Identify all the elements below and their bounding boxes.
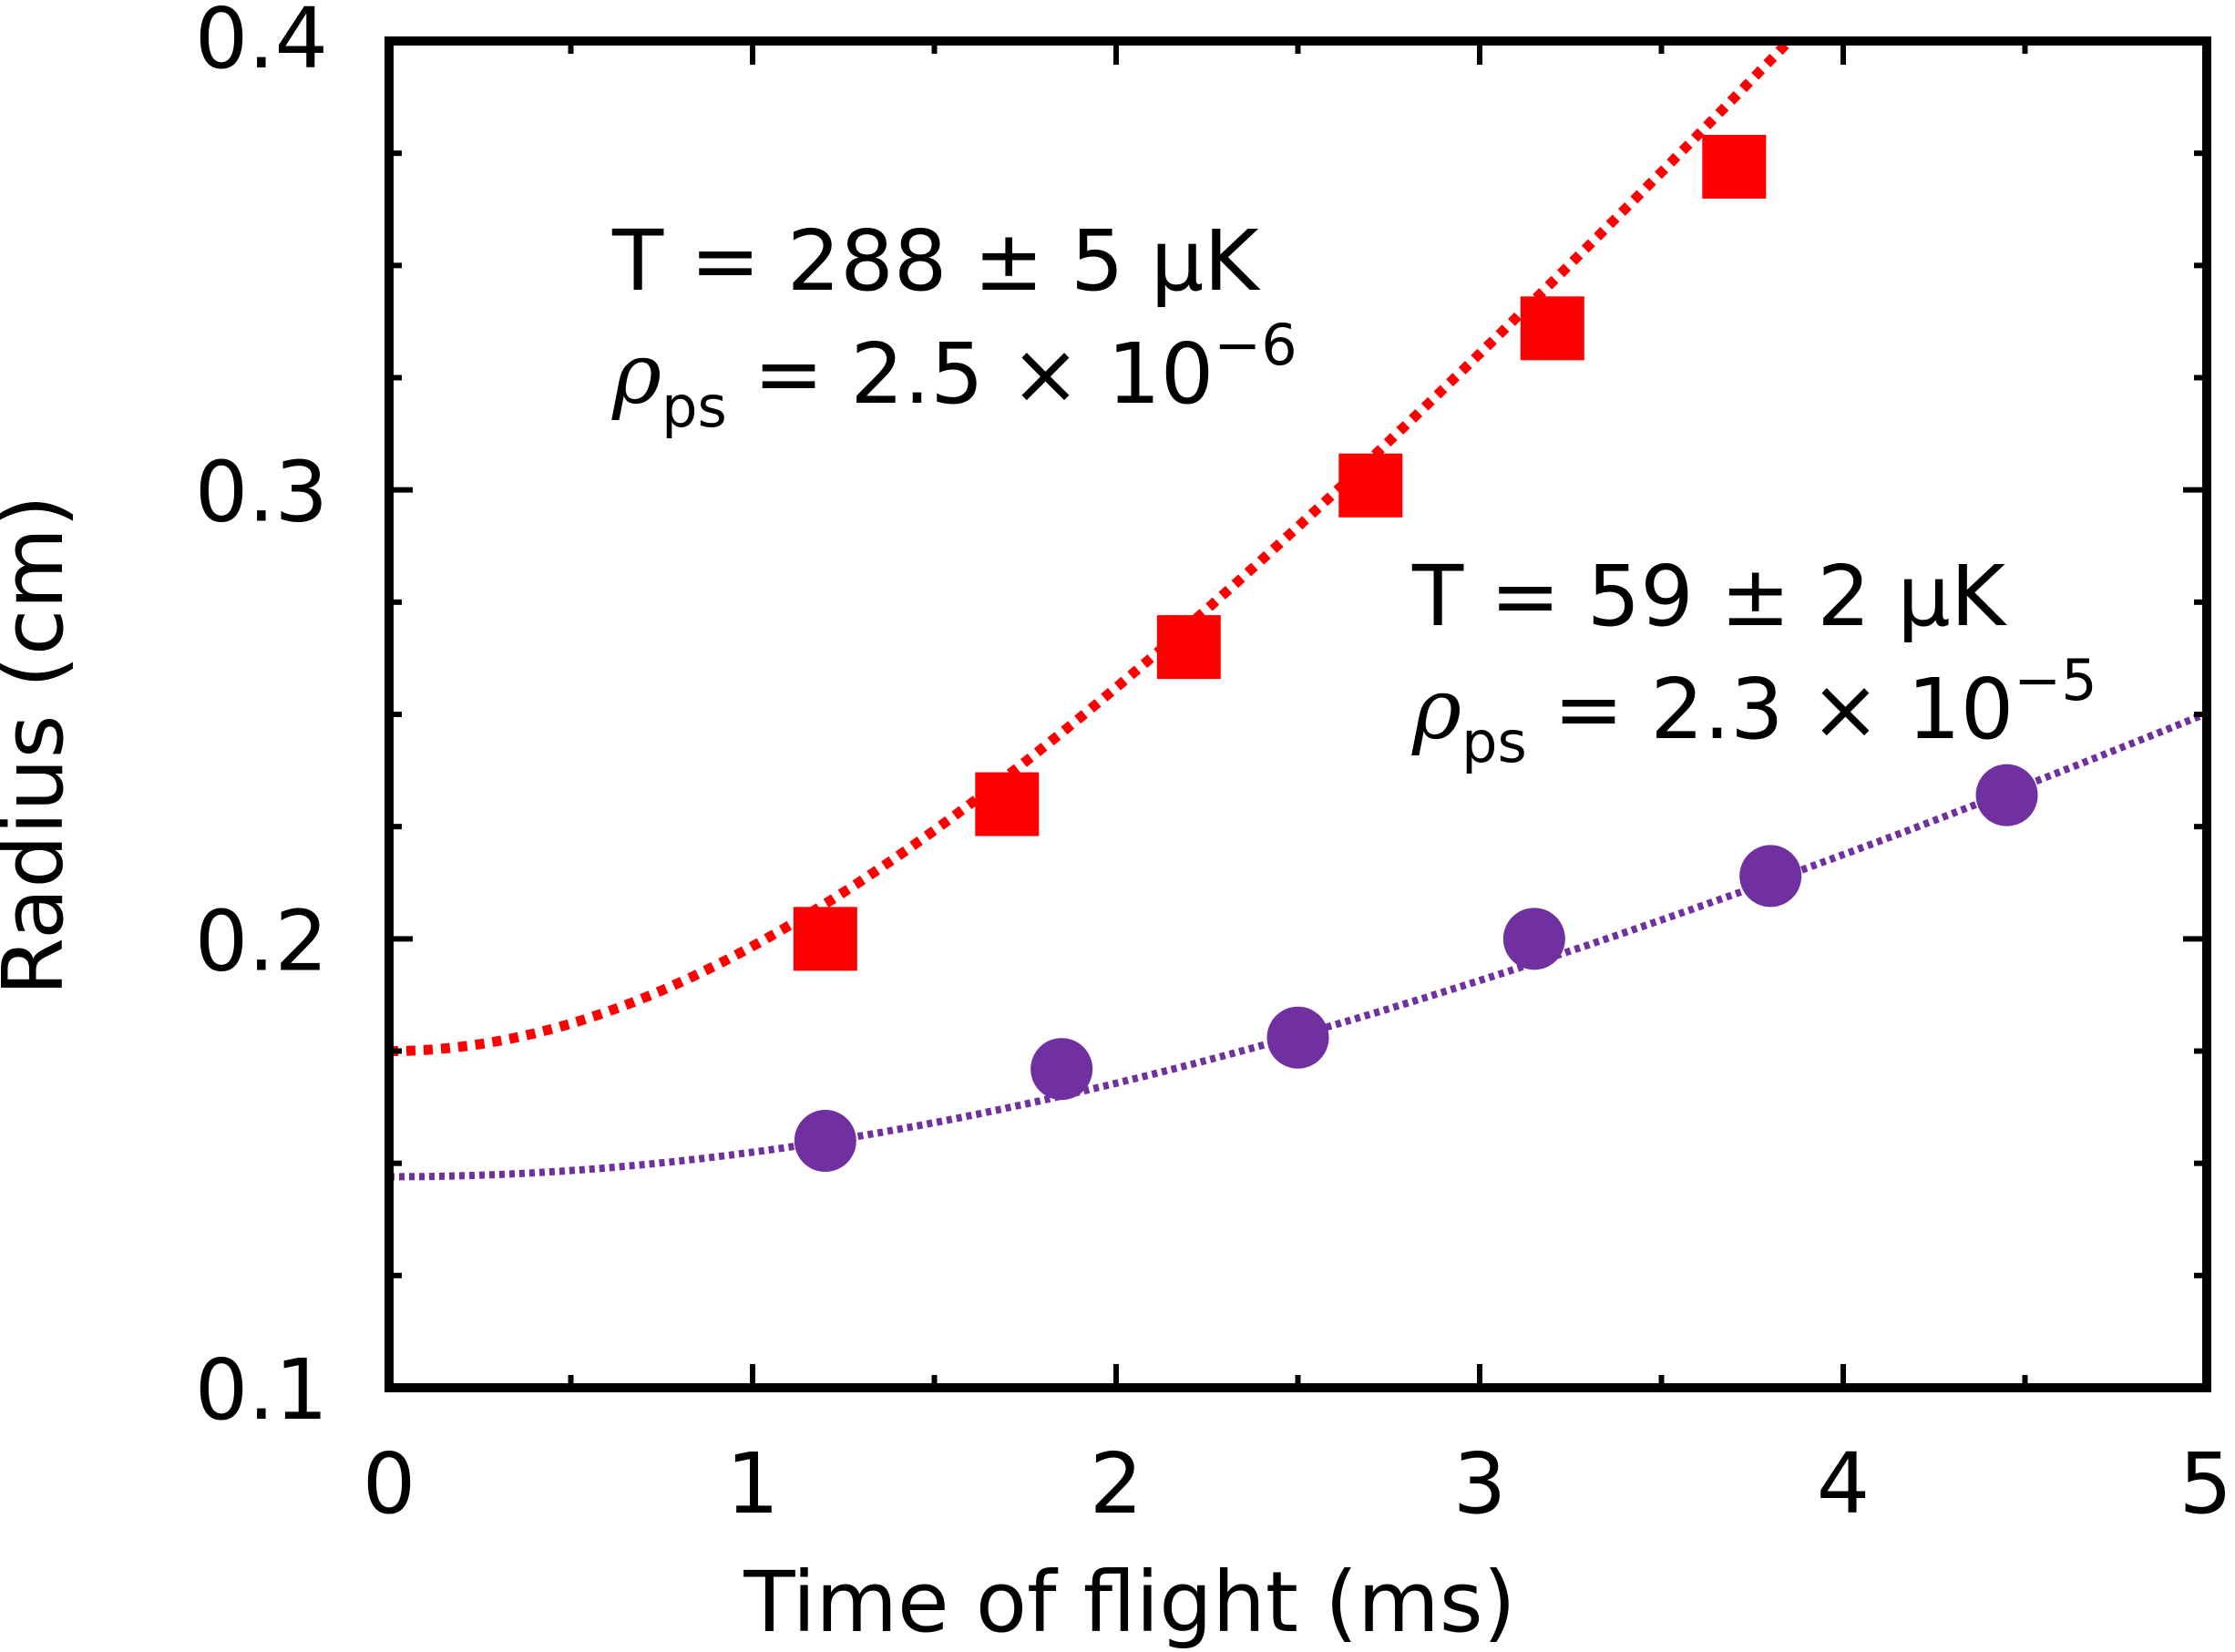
annotation-density-2-symbol: ρ (1411, 661, 1461, 758)
x-tick-label: 4 (1817, 1435, 1871, 1533)
annotation-density-1-subscript: ps (661, 374, 727, 440)
data-point-series-2 (1030, 1038, 1093, 1101)
y-axis-title: Radius (cm) (0, 495, 82, 996)
x-tick-label: 3 (1453, 1435, 1507, 1533)
data-point-series-2 (1502, 908, 1565, 970)
x-tick-label: 0 (363, 1435, 416, 1533)
data-point-series-2 (1266, 1006, 1329, 1069)
y-tick-label: 0.2 (195, 892, 328, 990)
annotation-density-1: ρps = 2.5 × 10−6 (611, 312, 1297, 440)
x-tick-label: 2 (1090, 1435, 1143, 1533)
annotation-density-2-value: = 2.3 × 10 (1527, 661, 2015, 758)
data-markers (793, 134, 2038, 1173)
data-point-series-2 (794, 1110, 856, 1173)
annotation-density-1-exponent: −6 (1214, 312, 1297, 378)
data-point-series-1 (975, 772, 1040, 836)
annotation-density-1-value: = 2.5 × 10 (727, 325, 1215, 423)
y-tick-label: 0.1 (195, 1341, 328, 1439)
fit-curve-1 (389, 41, 1797, 1056)
annotation-density-1-symbol: ρ (611, 325, 661, 423)
data-point-series-1 (1520, 296, 1584, 361)
data-point-series-2 (1739, 845, 1802, 908)
data-point-series-1 (1338, 453, 1403, 518)
annotation-density-2-exponent: −5 (2014, 647, 2097, 713)
data-point-series-1 (1156, 615, 1221, 680)
annotation-density-2-subscript: ps (1461, 709, 1527, 775)
y-tick-label: 0.3 (195, 444, 328, 541)
data-point-series-2 (1975, 764, 2038, 826)
annotation-temperature-2: T = 59 ± 2 μK (1411, 548, 2008, 645)
data-point-series-1 (1702, 134, 1767, 199)
x-tick-label: 1 (726, 1435, 780, 1533)
annotation-temperature-1: T = 288 ± 5 μK (611, 212, 1261, 310)
data-point-series-1 (793, 907, 857, 971)
annotation-density-2: ρps = 2.3 × 10−5 (1411, 647, 2097, 775)
y-tick-label: 0.4 (195, 0, 328, 87)
tick-labels: 0 1 2 3 4 5 0.1 0.2 0.3 0.4 (195, 0, 2232, 1533)
x-axis-title: Time of flight (ms) (743, 1554, 1515, 1651)
fit-curve-2 (389, 710, 2207, 1181)
axes (384, 36, 2211, 1392)
x-tick-label: 5 (2179, 1435, 2232, 1533)
